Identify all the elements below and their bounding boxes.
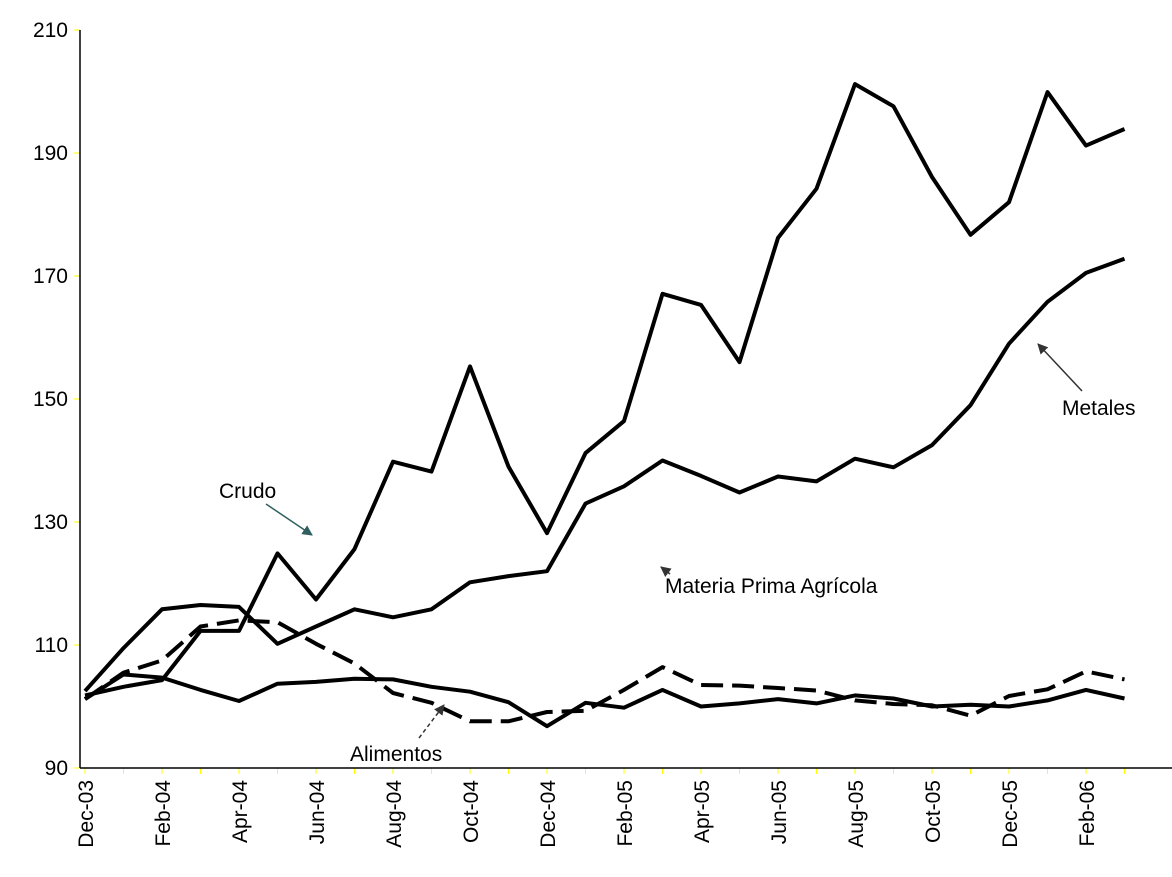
annotation-metales: Metales	[1062, 397, 1136, 420]
annotation-crudo-arrow	[265, 503, 313, 536]
y-tick-label: 170	[33, 265, 68, 288]
x-tick-label: Apr-04	[229, 780, 252, 843]
y-tick-label: 110	[35, 634, 68, 657]
y-axis-ticks: 90 110 130 150 170 190 210	[33, 19, 80, 780]
annotation-crudo: Crudo	[219, 480, 276, 503]
y-tick-label: 150	[33, 388, 68, 411]
x-tick-label: Dec-04	[537, 780, 560, 848]
x-tick-label: Oct-05	[922, 780, 945, 843]
x-tick-label: Jun-04	[306, 780, 329, 845]
annotations: Crudo Metales Materia Prima Agrícola Ali…	[219, 343, 1136, 766]
x-tick-label: Apr-05	[691, 780, 714, 843]
y-tick-label: 130	[33, 511, 68, 534]
x-tick-label: Aug-04	[383, 780, 406, 848]
x-tick-label: Feb-05	[614, 780, 637, 847]
x-tick-label: Dec-05	[999, 780, 1022, 848]
series-line-crudo	[83, 256, 1126, 693]
x-axis-ticks: Dec-03 Feb-04 Apr-04 Jun-04 Aug-04 Oct-04 Dec-…	[75, 768, 1125, 848]
y-tick-label: 190	[33, 142, 68, 165]
x-tick-label: Feb-06	[1076, 780, 1099, 847]
x-tick-label: Jun-05	[768, 780, 791, 844]
y-tick-label: 90	[45, 757, 68, 780]
x-tick-label: Dec-03	[75, 780, 98, 848]
series-lines	[83, 82, 1126, 729]
series-line-alimentos	[83, 618, 1125, 724]
annotation-metales-arrow	[1037, 343, 1083, 392]
annotation-materia-prima: Materia Prima Agrícola	[665, 575, 878, 598]
series-line-materia-prima-agr-cola	[83, 672, 1125, 729]
series-line-metales	[84, 82, 1126, 698]
annotation-materia-prima-arrow	[660, 566, 672, 577]
y-tick-label: 210	[33, 19, 68, 42]
x-tick-label: Feb-04	[152, 780, 175, 847]
annotation-alimentos: Alimentos	[350, 743, 442, 766]
x-tick-label: Aug-05	[845, 780, 868, 848]
x-tick-label: Oct-04	[460, 780, 483, 843]
annotation-alimentos-arrow	[418, 704, 445, 739]
